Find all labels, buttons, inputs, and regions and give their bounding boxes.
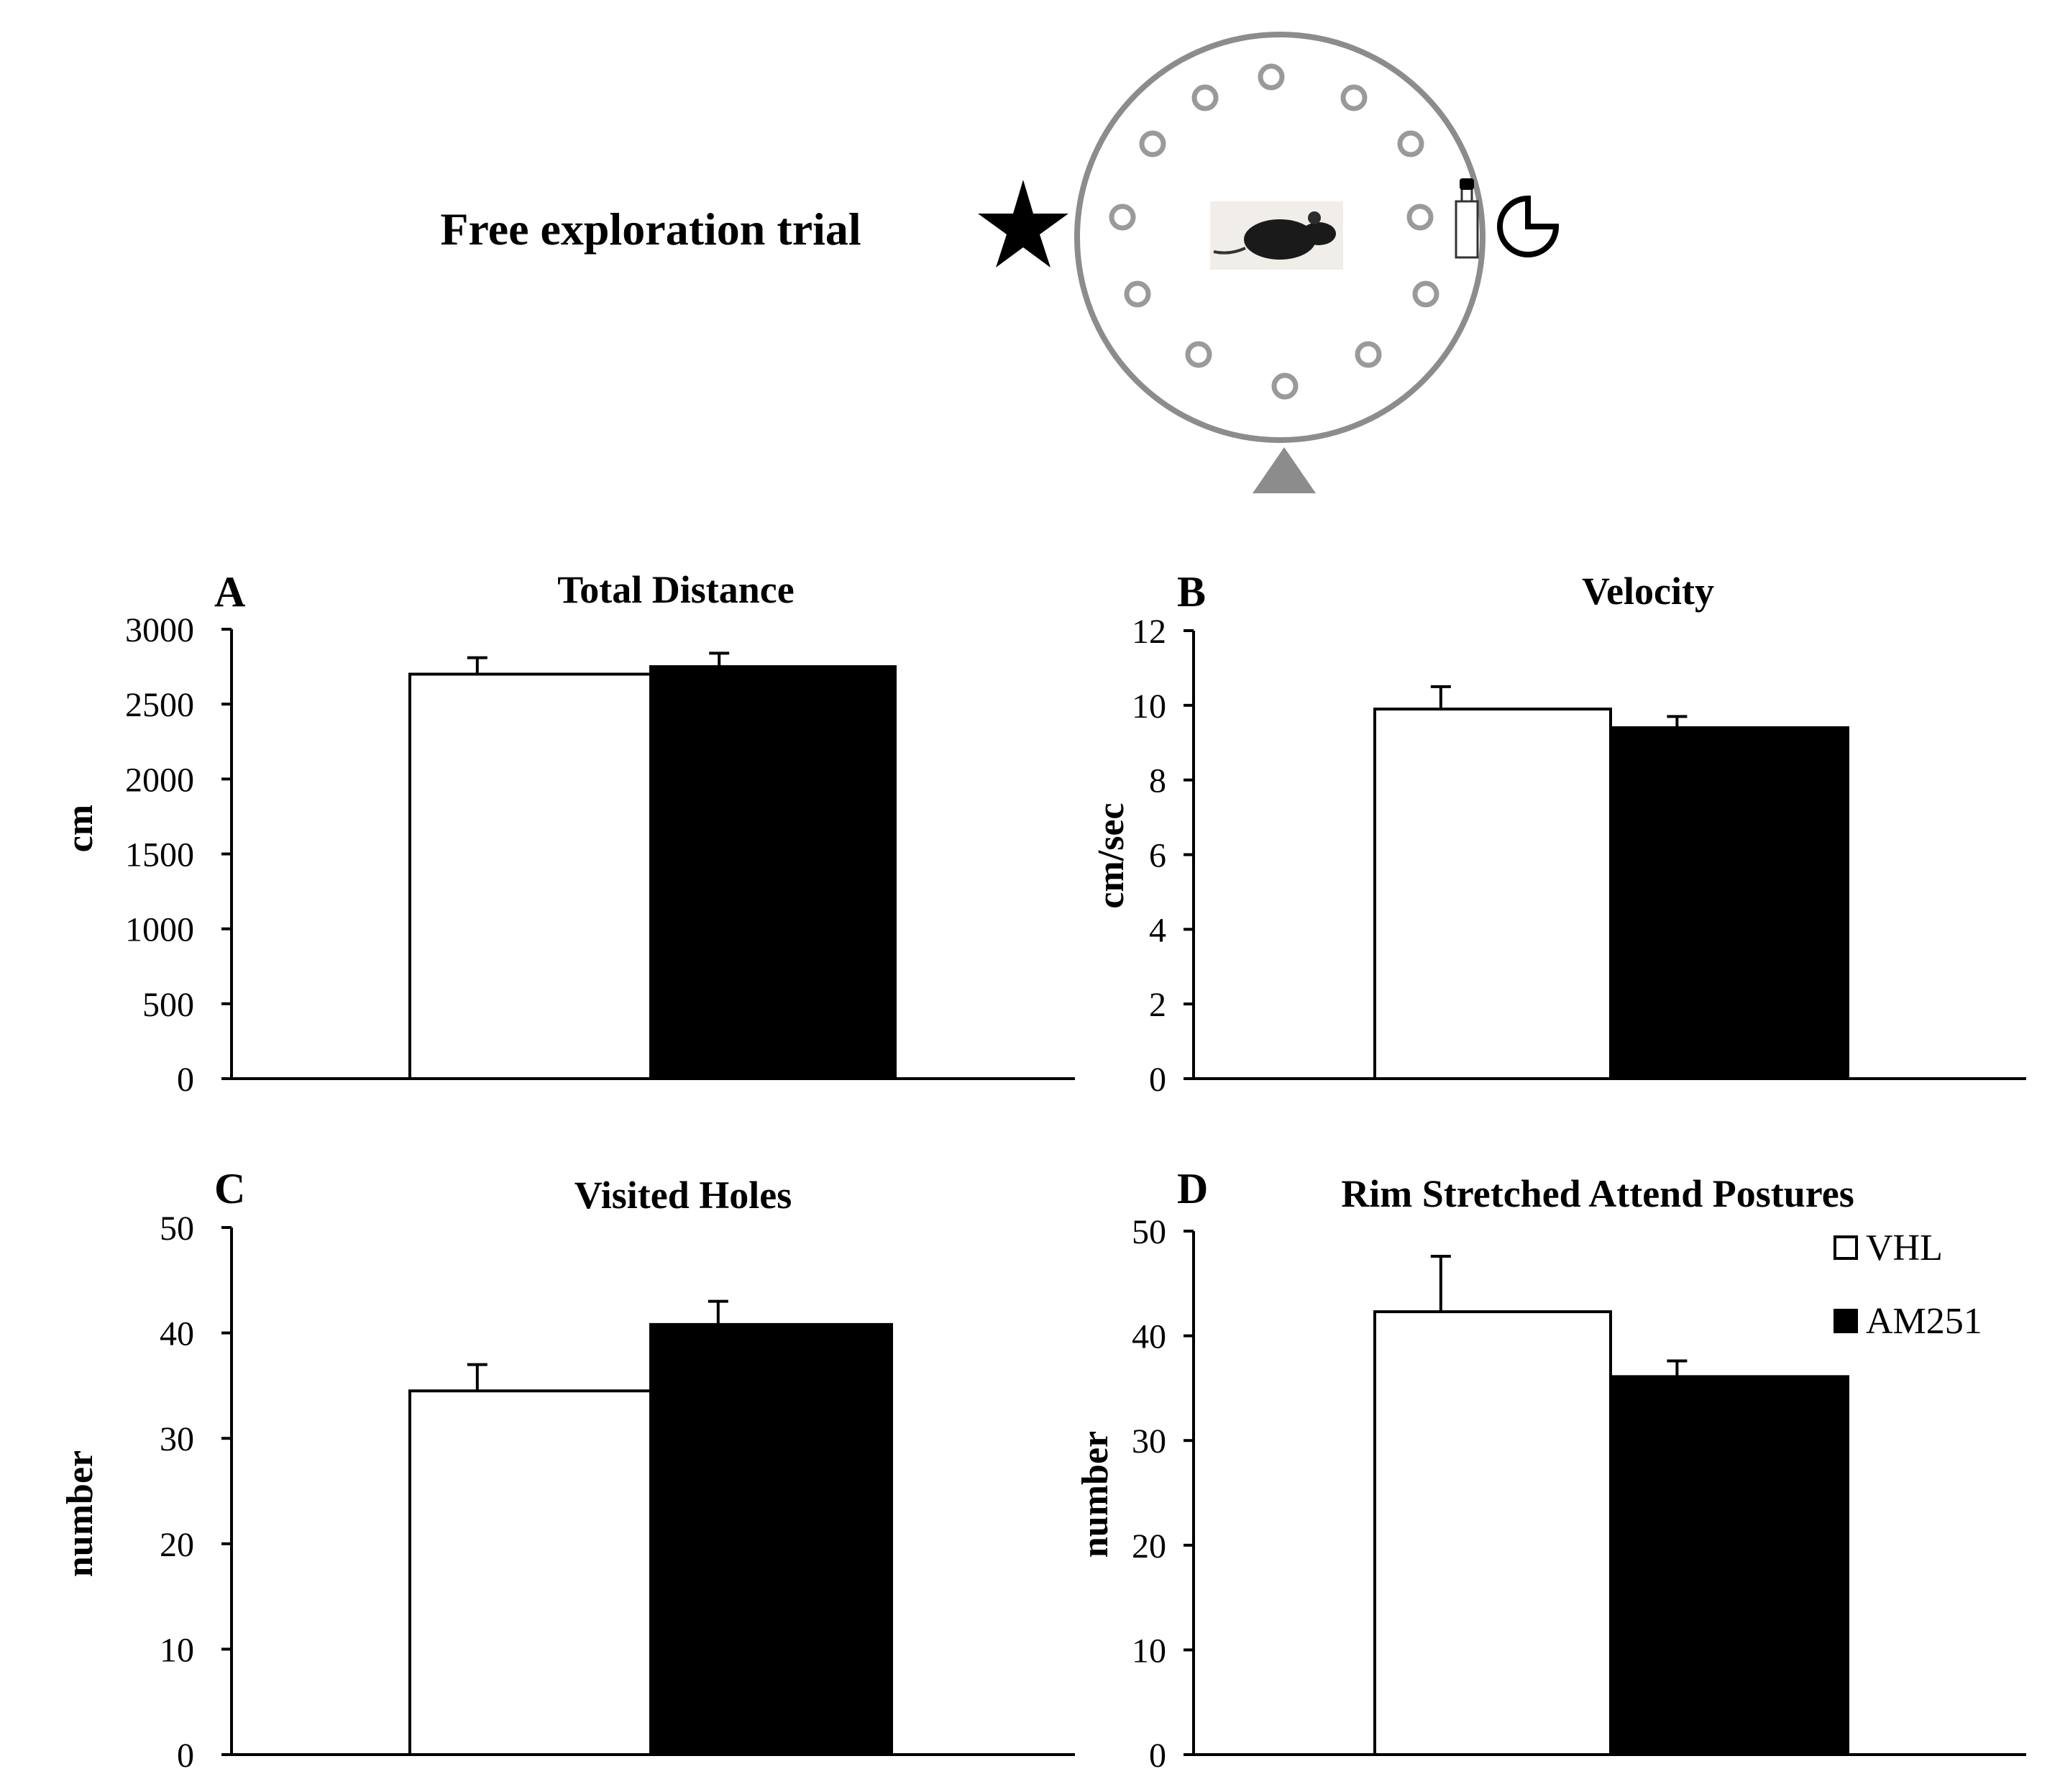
y-tick-label: 10 <box>160 1631 194 1669</box>
y-tick-label: 20 <box>160 1526 194 1564</box>
panel-a: A Total Distance cm 0 500 1000 1500 2000 2500… <box>60 568 1075 1099</box>
panel-c-title: Visited Holes <box>574 1174 792 1217</box>
y-tick-label: 2000 <box>125 761 194 799</box>
legend-swatch-am251 <box>1834 1309 1858 1333</box>
y-tick-label: 0 <box>1149 1061 1166 1099</box>
panel-d-plot: 0 10 20 30 40 50 <box>1132 1213 2026 1775</box>
start-triangle-icon <box>1253 447 1316 493</box>
panel-d-label: D <box>1177 1165 1208 1212</box>
panel-a-label: A <box>214 568 245 616</box>
y-tick-label: 0 <box>177 1737 194 1775</box>
arena-ring <box>1074 32 1486 443</box>
hole-marker <box>1397 130 1424 157</box>
bar-vhl <box>1373 708 1612 1080</box>
legend-swatch-vhl <box>1834 1235 1858 1260</box>
y-tick-label: 50 <box>160 1210 194 1248</box>
schematic-title: Free exploration trial <box>440 204 861 255</box>
y-tick-label: 1500 <box>125 836 194 874</box>
y-tick-label: 20 <box>1132 1527 1166 1565</box>
y-tick-label: 30 <box>1132 1422 1166 1460</box>
hole-marker <box>1271 372 1299 400</box>
y-tick-label: 4 <box>1149 911 1166 949</box>
panel-c: C Visited Holes number 0 10 20 30 40 50 <box>60 1165 1075 1775</box>
y-tick-label: 12 <box>1132 613 1166 651</box>
hole-marker <box>1406 204 1434 231</box>
panel-d-title: Rim Stretched Attend Postures <box>1341 1172 1854 1215</box>
y-tick-label: 30 <box>160 1420 194 1458</box>
panel-c-plot: 0 10 20 30 40 50 <box>160 1210 1075 1775</box>
panel-d: D Rim Stretched Attend Postures number 0… <box>1075 1165 2026 1775</box>
panel-b-title: Velocity <box>1582 570 1714 613</box>
panel-a-plot: 0 500 1000 1500 2000 2500 3000 <box>125 611 1075 1099</box>
hole-marker <box>1124 280 1151 308</box>
panel-b: B Velocity cm/sec 0 2 4 6 8 10 12 <box>1091 568 2026 1099</box>
panel-a-title: Total Distance <box>557 568 795 611</box>
y-tick-label: 40 <box>160 1315 194 1353</box>
bar-vhl <box>408 672 652 1080</box>
hole-marker <box>1340 84 1368 111</box>
y-tick-label: 10 <box>1132 687 1166 726</box>
hole-marker <box>1109 204 1136 231</box>
y-tick-label: 3000 <box>125 611 194 649</box>
bar-am251 <box>1609 726 1849 1080</box>
bar-am251 <box>649 1322 893 1756</box>
legend-item-vhl: VHL <box>1834 1228 1943 1268</box>
y-tick-label: 1000 <box>125 911 194 949</box>
y-tick-label: 0 <box>177 1061 194 1099</box>
y-tick-label: 2 <box>1149 986 1166 1024</box>
legend: VHL AM251 <box>1834 1228 1982 1342</box>
bar-am251 <box>649 665 897 1080</box>
bar-vhl <box>1373 1310 1612 1757</box>
legend-label-vhl: VHL <box>1866 1228 1943 1268</box>
y-tick-label: 40 <box>1132 1318 1166 1356</box>
legend-label-am251: AM251 <box>1866 1301 1982 1342</box>
pacman-icon <box>1497 195 1560 257</box>
schematic: Free exploration trial <box>440 32 1560 493</box>
mouse-icon <box>1210 201 1343 270</box>
y-tick-label: 8 <box>1149 762 1166 800</box>
hole-marker <box>1355 341 1382 368</box>
panel-b-plot: 0 2 4 6 8 10 12 <box>1132 613 2026 1099</box>
hole-marker <box>1258 63 1285 91</box>
bar-vhl <box>408 1389 652 1756</box>
bottle-icon <box>1455 178 1479 259</box>
panel-d-ylabel: number <box>1075 1431 1116 1558</box>
hole-marker <box>1139 130 1166 157</box>
y-tick-label: 0 <box>1149 1737 1166 1775</box>
hole-marker <box>1191 84 1219 111</box>
panel-c-ylabel: number <box>60 1450 101 1577</box>
bar-am251 <box>1609 1375 1849 1757</box>
panel-b-label: B <box>1177 568 1206 616</box>
panel-a-ylabel: cm <box>60 805 101 852</box>
hole-marker <box>1185 341 1212 368</box>
y-tick-label: 10 <box>1132 1632 1166 1670</box>
y-tick-label: 6 <box>1149 837 1166 875</box>
y-tick-label: 50 <box>1132 1213 1166 1251</box>
legend-item-am251: AM251 <box>1834 1301 1982 1342</box>
panel-c-label: C <box>214 1165 245 1212</box>
y-tick-label: 2500 <box>125 686 194 724</box>
star-icon <box>978 180 1068 268</box>
hole-marker <box>1412 280 1439 308</box>
arena-holes <box>1109 63 1439 400</box>
panel-b-ylabel: cm/sec <box>1091 803 1132 908</box>
y-tick-label: 500 <box>142 986 194 1024</box>
